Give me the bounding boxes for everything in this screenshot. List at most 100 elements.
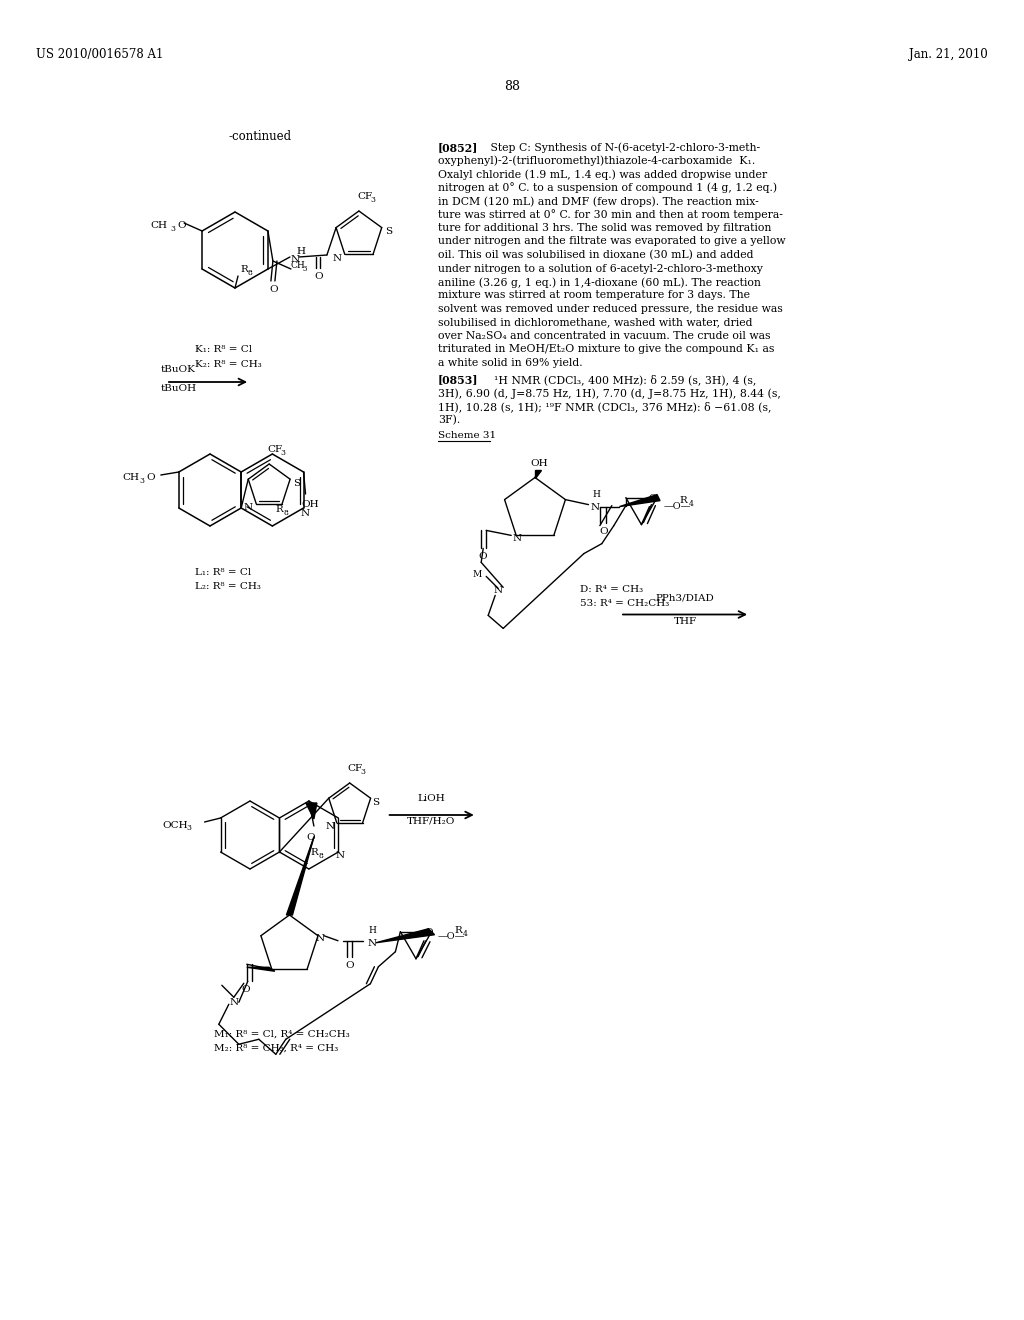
Text: CF: CF <box>267 445 283 454</box>
Text: tBuOH: tBuOH <box>161 384 198 393</box>
Polygon shape <box>247 968 274 972</box>
Text: H: H <box>368 927 376 936</box>
Text: 3: 3 <box>303 265 307 273</box>
Text: 3: 3 <box>360 768 366 776</box>
Text: [0852]: [0852] <box>438 143 478 153</box>
Text: N: N <box>368 940 377 948</box>
Polygon shape <box>306 803 316 818</box>
Text: 3: 3 <box>281 449 285 457</box>
Text: -continued: -continued <box>228 129 292 143</box>
Text: 4: 4 <box>463 929 468 937</box>
Text: O: O <box>306 833 315 842</box>
Text: 3: 3 <box>186 824 191 832</box>
Text: O: O <box>345 961 353 970</box>
Text: Jan. 21, 2010: Jan. 21, 2010 <box>909 48 988 61</box>
Text: R: R <box>240 265 248 275</box>
Text: K₁: R⁸ = Cl: K₁: R⁸ = Cl <box>195 345 252 354</box>
Text: over Na₂SO₄ and concentrated in vacuum. The crude oil was: over Na₂SO₄ and concentrated in vacuum. … <box>438 331 770 341</box>
Text: S: S <box>373 797 380 807</box>
Text: N: N <box>315 935 325 944</box>
Text: 3: 3 <box>370 195 375 205</box>
Text: N: N <box>513 533 522 543</box>
Text: M: M <box>473 570 482 579</box>
Text: H: H <box>297 247 306 256</box>
Text: THF: THF <box>674 616 696 626</box>
Polygon shape <box>287 837 314 915</box>
Text: Scheme 31: Scheme 31 <box>438 430 496 440</box>
Text: OCH: OCH <box>163 821 188 829</box>
Text: N: N <box>591 503 600 512</box>
Text: mixture was stirred at room temperature for 3 days. The: mixture was stirred at room temperature … <box>438 290 750 301</box>
Text: L₁: R⁸ = Cl: L₁: R⁸ = Cl <box>195 568 251 577</box>
Text: CH: CH <box>291 261 305 271</box>
Text: R: R <box>680 495 687 504</box>
Text: N: N <box>244 503 253 512</box>
Text: PPh3/DIAD: PPh3/DIAD <box>655 594 715 602</box>
Text: CH: CH <box>123 474 140 483</box>
Text: OH: OH <box>530 459 548 469</box>
Text: K₂: R⁸ = CH₃: K₂: R⁸ = CH₃ <box>195 360 262 370</box>
Text: R: R <box>311 847 318 857</box>
Text: O: O <box>424 928 432 937</box>
Text: —O—: —O— <box>664 502 691 511</box>
Text: in DCM (120 mL) and DMF (few drops). The reaction mix-: in DCM (120 mL) and DMF (few drops). The… <box>438 195 759 206</box>
Text: D: R⁴ = CH₃: D: R⁴ = CH₃ <box>580 585 643 594</box>
Text: —O—: —O— <box>438 932 465 941</box>
Text: N: N <box>494 586 503 595</box>
Text: 1H), 10.28 (s, 1H); ¹⁹F NMR (CDCl₃, 376 MHz): δ −61.08 (s,: 1H), 10.28 (s, 1H); ¹⁹F NMR (CDCl₃, 376 … <box>438 401 771 412</box>
Polygon shape <box>376 929 434 942</box>
Text: S: S <box>385 227 392 236</box>
Text: nitrogen at 0° C. to a suspension of compound 1 (4 g, 1.2 eq.): nitrogen at 0° C. to a suspension of com… <box>438 182 777 193</box>
Text: O: O <box>269 285 278 294</box>
Text: 3: 3 <box>170 224 175 234</box>
Text: solubilised in dichloromethane, washed with water, dried: solubilised in dichloromethane, washed w… <box>438 318 753 327</box>
Text: 3H), 6.90 (d, J=8.75 Hz, 1H), 7.70 (d, J=8.75 Hz, 1H), 8.44 (s,: 3H), 6.90 (d, J=8.75 Hz, 1H), 7.70 (d, J… <box>438 388 781 399</box>
Text: LiOH: LiOH <box>417 795 444 803</box>
Text: N: N <box>229 998 239 1007</box>
Text: 8: 8 <box>248 269 253 277</box>
Text: CF: CF <box>348 764 362 774</box>
Text: ¹H NMR (CDCl₃, 400 MHz): δ 2.59 (s, 3H), 4 (s,: ¹H NMR (CDCl₃, 400 MHz): δ 2.59 (s, 3H),… <box>480 375 757 385</box>
Text: M₁: R⁸ = Cl, R⁴ = CH₂CH₃: M₁: R⁸ = Cl, R⁴ = CH₂CH₃ <box>214 1030 349 1039</box>
Text: ture was stirred at 0° C. for 30 min and then at room tempera-: ture was stirred at 0° C. for 30 min and… <box>438 210 783 220</box>
Text: 4: 4 <box>688 499 693 508</box>
Text: oxyphenyl)-2-(trifluoromethyl)thiazole-4-carboxamide  K₁.: oxyphenyl)-2-(trifluoromethyl)thiazole-4… <box>438 156 756 166</box>
Text: Oxalyl chloride (1.9 mL, 1.4 eq.) was added dropwise under: Oxalyl chloride (1.9 mL, 1.4 eq.) was ad… <box>438 169 767 180</box>
Text: CF: CF <box>357 191 372 201</box>
Text: under nitrogen and the filtrate was evaporated to give a yellow: under nitrogen and the filtrate was evap… <box>438 236 785 247</box>
Text: H: H <box>593 490 600 499</box>
Text: oil. This oil was solubilised in dioxane (30 mL) and added: oil. This oil was solubilised in dioxane… <box>438 249 754 260</box>
Text: aniline (3.26 g, 1 eq.) in 1,4-dioxane (60 mL). The reaction: aniline (3.26 g, 1 eq.) in 1,4-dioxane (… <box>438 277 761 288</box>
Text: N: N <box>291 255 300 264</box>
Text: triturated in MeOH/Et₂O mixture to give the compound K₁ as: triturated in MeOH/Et₂O mixture to give … <box>438 345 774 355</box>
Text: 8: 8 <box>284 510 288 517</box>
Text: M₂: R⁸ = CH₃, R⁴ = CH₃: M₂: R⁸ = CH₃, R⁴ = CH₃ <box>214 1044 338 1053</box>
Text: R: R <box>275 506 283 513</box>
Polygon shape <box>535 470 541 478</box>
Text: CH: CH <box>151 222 167 231</box>
Text: a white solid in 69% yield.: a white solid in 69% yield. <box>438 358 583 368</box>
Text: ture for additional 3 hrs. The solid was removed by filtration: ture for additional 3 hrs. The solid was… <box>438 223 771 234</box>
Text: 3F).: 3F). <box>438 414 460 425</box>
Text: under nitrogen to a solution of 6-acetyl-2-chloro-3-methoxy: under nitrogen to a solution of 6-acetyl… <box>438 264 763 273</box>
Text: Step C: Synthesis of N-(6-acetyl-2-chloro-3-meth-: Step C: Synthesis of N-(6-acetyl-2-chlor… <box>480 143 760 153</box>
Text: [0853]: [0853] <box>438 375 478 385</box>
Text: OH: OH <box>301 500 319 510</box>
Text: 88: 88 <box>504 81 520 92</box>
Text: O: O <box>177 222 185 231</box>
Text: R: R <box>454 925 462 935</box>
Text: O: O <box>478 552 486 561</box>
Text: O: O <box>146 474 156 483</box>
Text: tBuOK: tBuOK <box>161 366 196 374</box>
Text: N: N <box>301 508 310 517</box>
Text: N: N <box>332 253 341 263</box>
Text: solvent was removed under reduced pressure, the residue was: solvent was removed under reduced pressu… <box>438 304 782 314</box>
Text: O: O <box>648 494 657 503</box>
Text: 53: R⁴ = CH₂CH₃: 53: R⁴ = CH₂CH₃ <box>580 598 670 607</box>
Text: O: O <box>242 985 251 994</box>
Text: S: S <box>293 479 300 487</box>
Polygon shape <box>620 495 660 507</box>
Text: 3: 3 <box>140 477 144 484</box>
Text: N: N <box>326 822 334 832</box>
Text: N: N <box>336 851 345 861</box>
